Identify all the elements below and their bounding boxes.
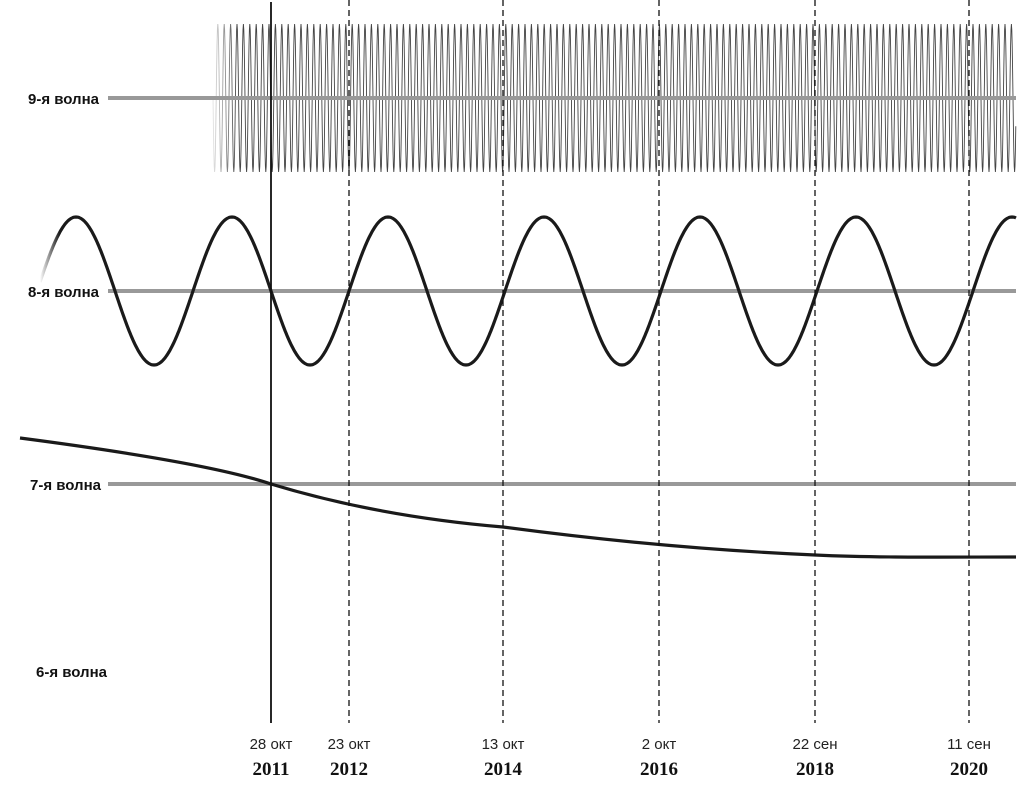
marker-date-2020: 11 сен [947,736,991,753]
date-markers [270,0,970,723]
marker-year-2012: 2012 [330,759,368,780]
marker-year-2016: 2016 [640,759,678,780]
wave-9-label: 9-я волна [28,91,100,108]
marker-date-2016: 2 окт [642,736,677,753]
marker-year-2014: 2014 [484,759,523,780]
wave-9-oscillation [212,23,1017,173]
wave-8-curve [38,215,1017,367]
wave-6-label: 6-я волна [36,664,108,681]
wave-7-label: 7-я волна [30,477,102,494]
marker-date-2014: 13 окт [482,736,525,753]
date-labels: 28 окт 2011 23 окт 2012 13 окт 2014 2 окт 2016 2… [250,736,991,780]
wave-8-label: 8-я волна [28,284,100,301]
wave-7-curve [19,436,1017,559]
marker-date-2012: 23 окт [328,736,371,753]
marker-year-2020: 2020 [950,759,988,780]
marker-year-2011: 2011 [253,759,290,780]
marker-year-2018: 2018 [796,759,834,780]
marker-date-2011: 28 окт [250,736,293,753]
marker-date-2018: 22 сен [793,736,838,753]
